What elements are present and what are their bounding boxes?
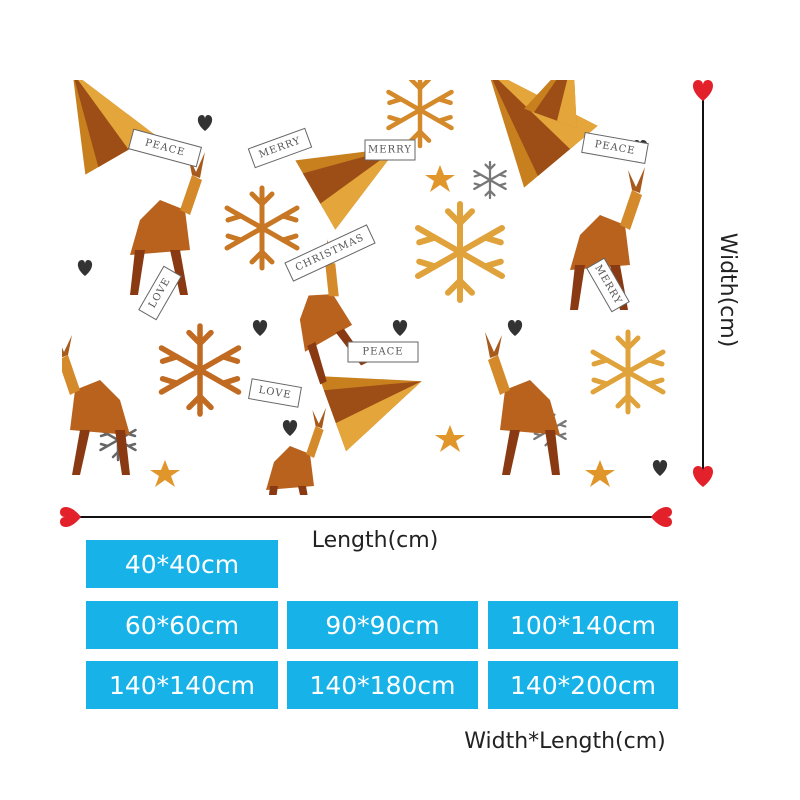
size-option: 60*60cm (86, 601, 278, 649)
size-option: 90*90cm (287, 601, 478, 649)
size-option: 40*40cm (86, 540, 278, 588)
arrow-end (692, 80, 714, 101)
banner-text: MERRY (368, 145, 412, 156)
size-option: 140*180cm (287, 661, 478, 709)
size-option: 140*200cm (488, 661, 678, 709)
size-option: 140*140cm (86, 661, 278, 709)
size-caption: Width*Length(cm) (464, 729, 666, 754)
banner-text: PEACE (362, 347, 403, 358)
size-option: 100*140cm (488, 601, 678, 649)
length-label: Length(cm) (311, 528, 439, 553)
arrow-end (651, 506, 672, 528)
arrow-end (60, 506, 81, 528)
stars (150, 165, 615, 487)
width-label: Width(cm) (715, 233, 740, 348)
